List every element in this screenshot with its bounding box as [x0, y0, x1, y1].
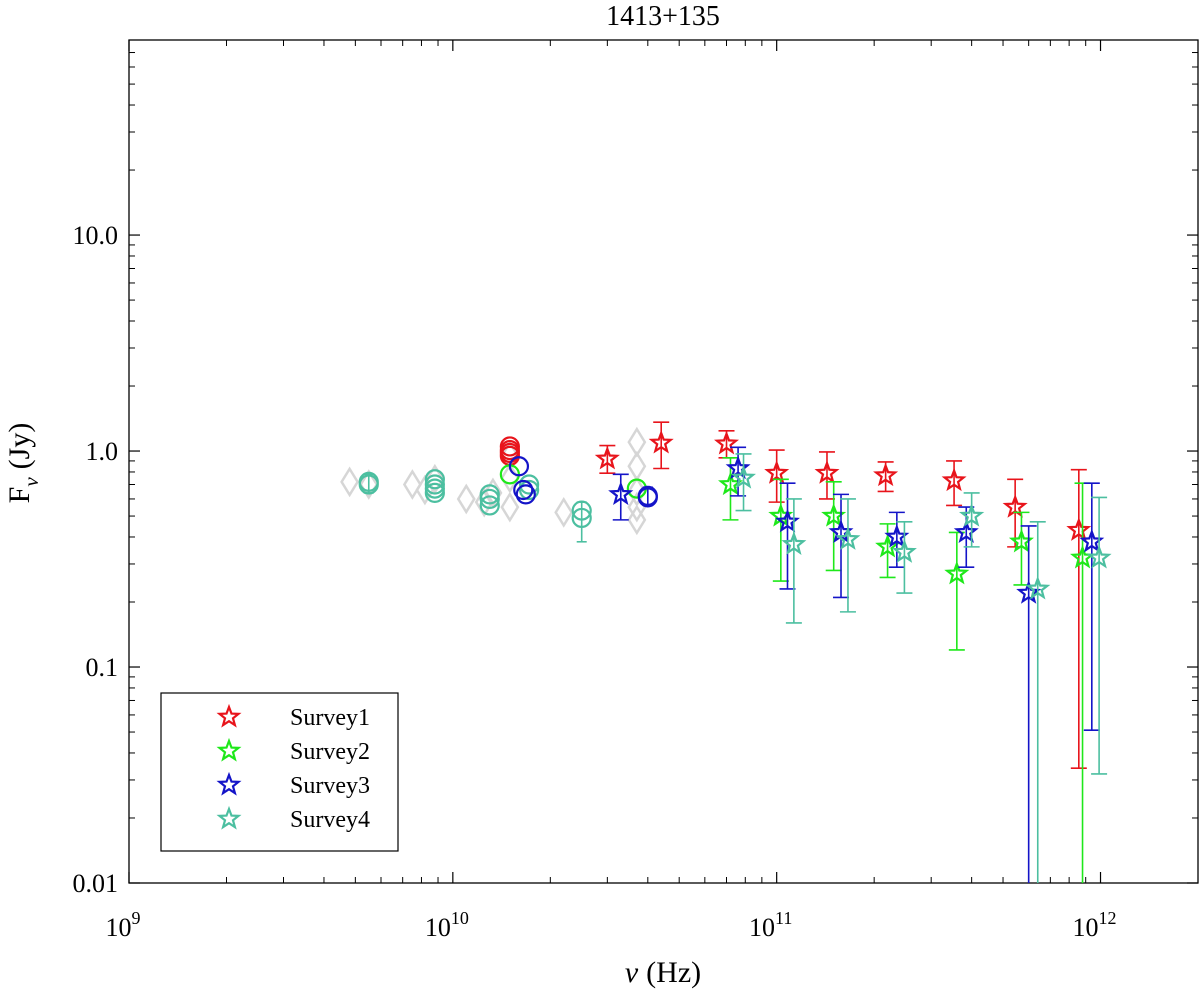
y-axis-label: Fν (Jy) — [3, 423, 43, 504]
circle-marker — [424, 482, 445, 503]
legend-label: Survey2 — [290, 739, 370, 765]
star-marker — [764, 459, 790, 484]
star-marker — [648, 429, 674, 454]
legend: Survey1 Survey2 Survey3 Survey4 — [160, 692, 399, 852]
background-diamond — [627, 476, 647, 507]
x-axis-symbol: ν — [625, 956, 639, 989]
circle-marker — [519, 474, 540, 495]
series-survey4 — [731, 453, 1112, 883]
y-axis-unit: (Jy) — [3, 423, 36, 470]
circle-marker — [508, 456, 530, 477]
legend-label: Survey4 — [290, 807, 370, 833]
legend-star-marker — [216, 805, 242, 830]
star-marker — [781, 531, 807, 555]
star-marker — [725, 455, 751, 480]
background-diamond — [627, 426, 647, 458]
background-diamond — [554, 496, 574, 528]
background-diamond — [500, 491, 520, 523]
x-tick-labels: 109 1010 1011 1012 — [106, 908, 1117, 942]
circle-marker — [479, 488, 500, 510]
background-diamond — [425, 463, 445, 495]
background-diamond — [627, 504, 647, 536]
star-marker — [1002, 493, 1028, 518]
y-axis-base: F — [3, 487, 36, 504]
series-survey1 — [594, 421, 1092, 770]
circle-marker — [424, 469, 445, 490]
legend-star-marker — [216, 703, 242, 728]
star-marker — [941, 467, 967, 492]
chart-title: 1413+135 — [606, 1, 720, 32]
star-marker — [594, 445, 620, 470]
legend-label: Survey1 — [290, 705, 370, 731]
star-marker — [959, 502, 985, 527]
background-diamond — [340, 466, 360, 498]
x-tick-label: 1010 — [425, 908, 469, 942]
background-diamond — [402, 469, 422, 500]
star-marker — [1066, 517, 1092, 541]
background-diamond — [359, 469, 379, 500]
legend-box — [160, 692, 399, 852]
y-tick-label: 10.0 — [73, 221, 119, 250]
x-axis-label: ν (Hz) — [625, 956, 701, 989]
circle-marker — [358, 474, 379, 495]
series-survey2 — [718, 457, 1095, 883]
background-diamond — [474, 486, 494, 518]
star-marker — [953, 519, 979, 544]
star-marker — [835, 526, 861, 550]
circle-marker — [571, 507, 592, 529]
legend-star-marker — [216, 737, 242, 762]
y-tick-label: 0.1 — [86, 653, 119, 682]
y-axis-subscript: ν — [19, 477, 43, 487]
series-survey3 — [608, 446, 1105, 883]
star-marker — [814, 459, 840, 484]
star-marker — [1025, 575, 1051, 600]
minor-ticks — [129, 39, 1199, 883]
star-marker — [1016, 579, 1042, 604]
survey-series — [594, 421, 1112, 883]
star-marker — [891, 539, 917, 563]
legend-entries: Survey1 Survey2 Survey3 Survey4 — [216, 703, 370, 833]
circle-marker — [513, 479, 534, 501]
background-diamond — [483, 477, 503, 509]
circle-marker — [637, 487, 658, 508]
y-tick-label: 0.01 — [73, 869, 119, 898]
circle-marker — [515, 484, 536, 505]
star-marker — [608, 481, 634, 506]
star-marker — [775, 508, 800, 533]
circle-marker — [571, 500, 592, 521]
x-tick-label: 1012 — [1073, 908, 1117, 942]
major-ticks — [128, 40, 1198, 884]
star-marker — [1086, 544, 1112, 569]
circle-marker — [519, 479, 540, 501]
star-marker — [731, 464, 756, 489]
legend-label: Survey3 — [290, 773, 370, 799]
x-tick-label: 1011 — [749, 908, 792, 942]
circle-points — [358, 436, 658, 543]
legend-star-marker — [216, 771, 242, 796]
star-marker — [714, 430, 739, 455]
y-tick-label: 1.0 — [86, 437, 119, 466]
y-tick-labels: 0.01 0.1 1.0 10.0 — [73, 221, 119, 898]
x-axis-unit: (Hz) — [646, 956, 701, 989]
circle-marker — [479, 495, 500, 516]
star-marker — [873, 462, 899, 487]
star-marker — [944, 560, 970, 585]
background-diamond — [456, 483, 476, 515]
x-tick-label: 109 — [106, 908, 141, 942]
